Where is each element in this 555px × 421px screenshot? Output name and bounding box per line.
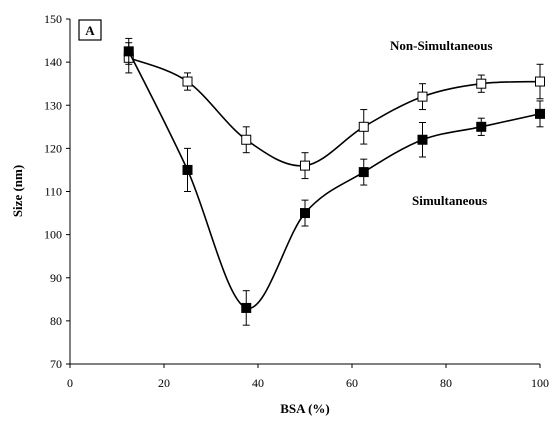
data-point-simultaneous <box>476 121 487 132</box>
x-axis-title: BSA (%) <box>280 401 329 416</box>
data-point-simultaneous <box>300 208 310 219</box>
x-tick-label: 20 <box>158 376 170 390</box>
data-point-non-simultaneous <box>300 160 310 171</box>
data-point-simultaneous <box>182 164 193 175</box>
y-tick-label: 110 <box>44 185 62 199</box>
data-point-non-simultaneous <box>241 134 252 145</box>
series-layer <box>123 37 545 326</box>
y-tick-label: 100 <box>44 228 62 242</box>
y-tick-label: 130 <box>44 98 62 112</box>
y-tick-label: 120 <box>44 141 62 155</box>
data-point-non-simultaneous <box>535 76 545 87</box>
data-point-non-simultaneous <box>417 91 428 102</box>
data-point-non-simultaneous <box>358 121 369 132</box>
y-axis-title: Size (nm) <box>10 165 25 217</box>
panel-label: A <box>78 19 102 41</box>
y-tick-label: 90 <box>50 271 62 285</box>
data-point-non-simultaneous <box>476 78 487 89</box>
y-tick-label: 70 <box>50 357 62 371</box>
x-tick-label: 60 <box>346 376 358 390</box>
y-tick-label: 150 <box>44 12 62 26</box>
data-point-simultaneous <box>241 302 252 313</box>
axes: 0 20 40 60 80 100 70 80 90 100 110 120 130 140 150 <box>44 12 549 390</box>
data-point-simultaneous <box>123 46 134 57</box>
series-simultaneous <box>123 37 545 326</box>
series-line-non-simultaneous <box>128 57 541 167</box>
x-ticks: 0 20 40 60 80 100 <box>67 364 549 390</box>
data-point-non-simultaneous <box>182 76 193 87</box>
y-tick-label: 140 <box>44 55 62 69</box>
series-label-non-simultaneous: Non-Simultaneous <box>390 38 493 53</box>
x-tick-label: 80 <box>440 376 452 390</box>
x-tick-label: 100 <box>531 376 549 390</box>
x-tick-label: 0 <box>67 376 73 390</box>
y-tick-label: 80 <box>50 314 62 328</box>
data-point-simultaneous <box>417 134 428 145</box>
data-point-simultaneous <box>358 167 369 178</box>
y-ticks: 70 80 90 100 110 120 130 140 150 <box>44 12 70 371</box>
x-tick-label: 40 <box>252 376 264 390</box>
panel-label-text: A <box>85 23 95 38</box>
data-point-simultaneous <box>535 108 545 119</box>
series-label-simultaneous: Simultaneous <box>412 193 487 208</box>
